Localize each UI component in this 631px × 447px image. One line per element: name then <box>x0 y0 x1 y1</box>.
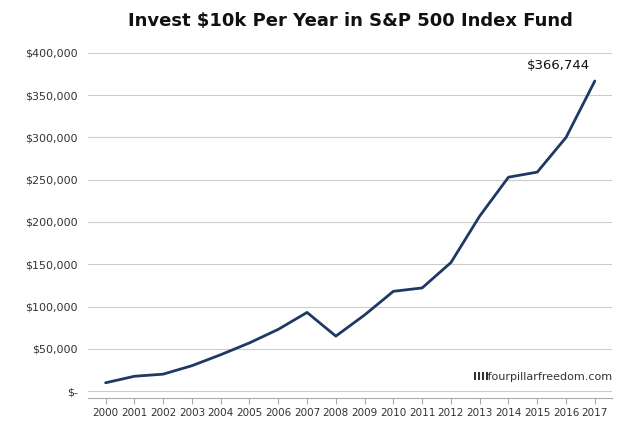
Text: IIII: IIII <box>473 372 489 382</box>
Title: Invest $10k Per Year in S&P 500 Index Fund: Invest $10k Per Year in S&P 500 Index Fu… <box>127 13 573 30</box>
Text: fourpillarfreedom.com: fourpillarfreedom.com <box>484 372 612 382</box>
Text: $366,744: $366,744 <box>528 59 591 72</box>
